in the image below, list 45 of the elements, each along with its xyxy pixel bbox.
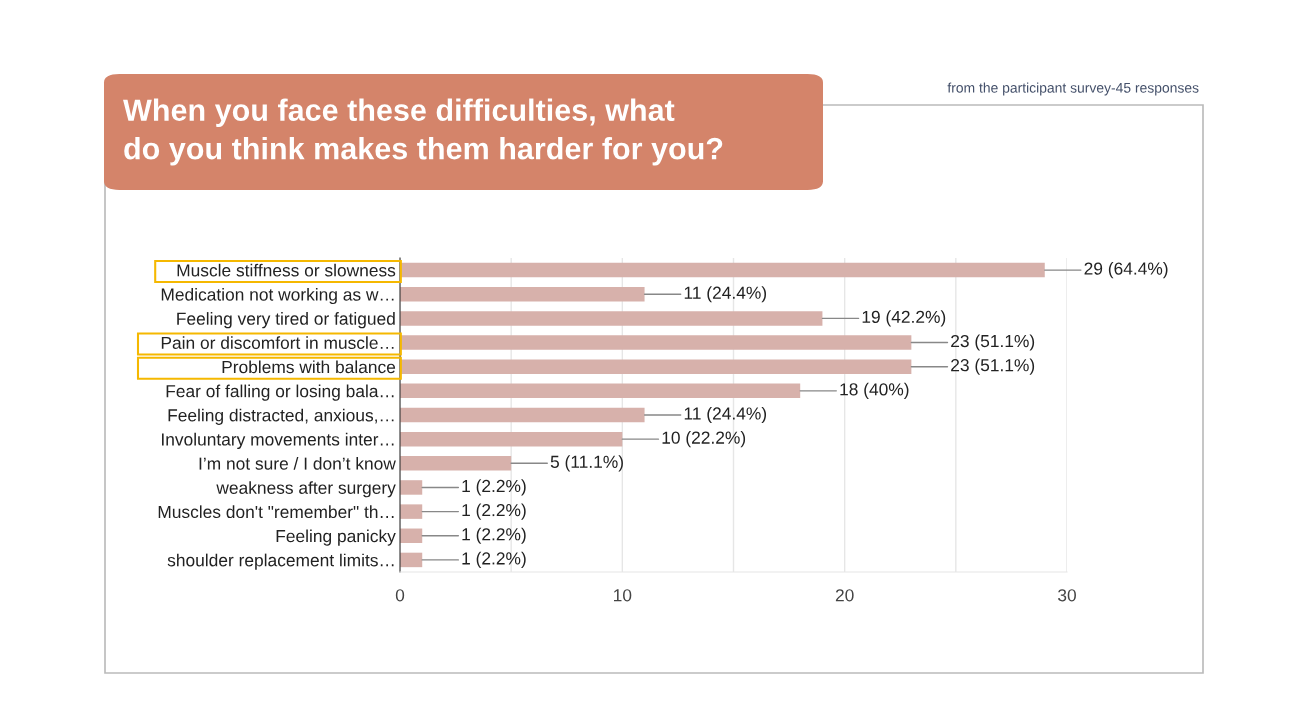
data-label: 1 (2.2%) <box>462 503 526 520</box>
y-tick-label: Muscle stiffness or slowness <box>177 263 396 277</box>
bar <box>400 383 801 399</box>
chart-title: When you face these difficulties, what do you think makes them harder for you? <box>123 98 723 166</box>
bar <box>400 335 912 350</box>
y-tick-label: Feeling distracted, anxious,… <box>168 408 394 425</box>
bar <box>400 311 823 326</box>
data-label: 1 (2.2%) <box>462 527 526 544</box>
data-label: 18 (40%) <box>840 382 909 399</box>
data-label: 29 (64.4%) <box>1084 261 1168 279</box>
bar <box>400 262 1045 278</box>
bar <box>400 552 423 568</box>
x-tick-label: 20 <box>835 589 854 602</box>
y-tick-label: Pain or discomfort in muscle… <box>161 336 394 349</box>
bar <box>400 528 423 544</box>
bar <box>400 431 623 447</box>
data-label: 10 (22.2%) <box>662 431 746 448</box>
x-tick-label: 30 <box>1058 589 1076 602</box>
y-tick-label: weakness after surgery <box>216 481 396 498</box>
bar <box>400 359 912 374</box>
data-label: 19 (42.2%) <box>862 310 946 327</box>
x-tick-label: 10 <box>614 589 632 602</box>
bar <box>400 286 645 302</box>
y-tick-label: Involuntary movements inter… <box>162 432 394 450</box>
data-label: 23 (51.1%) <box>951 334 1035 351</box>
y-tick-label: Muscles don't "remember" th… <box>158 505 394 519</box>
data-label: 1 (2.2%) <box>462 479 526 496</box>
data-label: 11 (24.4%) <box>684 406 767 424</box>
chart-subtitle: from the participant survey-45 responses <box>947 82 1199 96</box>
bar <box>400 504 423 519</box>
y-tick-label: shoulder replacement limits… <box>167 553 394 570</box>
y-tick-label: Medication not working as w… <box>161 287 394 305</box>
data-label: 11 (24.4%) <box>684 286 767 303</box>
data-label: 1 (2.2%) <box>462 551 526 569</box>
data-label: 23 (51.1%) <box>951 358 1035 375</box>
data-label: 5 (11.1%) <box>550 455 623 472</box>
bar <box>400 480 423 495</box>
bar <box>400 407 645 423</box>
y-tick-label: Problems with balance <box>222 360 396 374</box>
bar <box>400 456 512 471</box>
x-tick-label: 0 <box>395 589 405 602</box>
y-tick-label: Feeling panicky <box>276 529 396 546</box>
y-tick-label: Fear of falling or losing bala… <box>166 384 394 401</box>
y-tick-label: I’m not sure / I don’t know <box>199 457 396 470</box>
y-tick-label: Feeling very tired or fatigued <box>177 312 395 329</box>
